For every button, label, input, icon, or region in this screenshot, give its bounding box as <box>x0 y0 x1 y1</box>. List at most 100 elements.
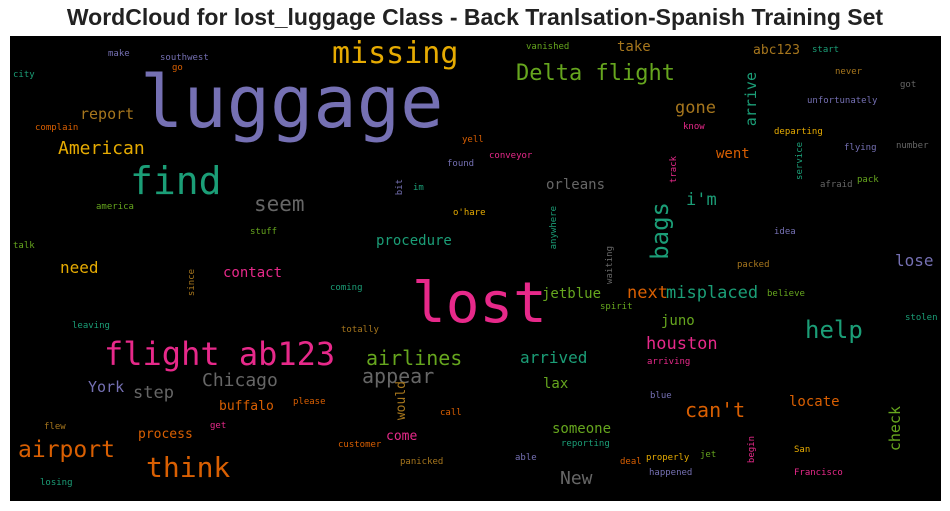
word-yell: yell <box>462 135 484 145</box>
word-abc123: abc123 <box>753 43 800 58</box>
word-airport: airport <box>18 437 115 463</box>
word-talk: talk <box>13 241 35 251</box>
word-totally: totally <box>341 325 379 335</box>
word-gone: gone <box>675 98 716 118</box>
word-got: got <box>900 80 917 90</box>
word-panicked: panicked <box>400 457 444 467</box>
word-jet: jet <box>700 450 717 460</box>
word-reporting: reporting <box>561 439 610 449</box>
word-vanished: vanished <box>526 42 570 52</box>
word-locate: locate <box>789 394 840 410</box>
word-america: america <box>96 202 134 212</box>
word-waiting: waiting <box>605 246 615 284</box>
word-properly: properly <box>646 453 690 463</box>
word-contact: contact <box>223 265 283 281</box>
word-flying: flying <box>844 143 877 153</box>
word-complain: complain <box>35 123 79 133</box>
word-help: help <box>805 316 863 344</box>
word-get: get <box>210 421 227 431</box>
word-find: find <box>130 159 222 203</box>
wordcloud-canvas: luggage lost flight ab123 find missing D… <box>10 36 941 501</box>
word-come: come <box>386 429 418 444</box>
word-misplaced: misplaced <box>666 283 759 303</box>
word-please: please <box>293 397 326 407</box>
word-start: start <box>812 45 840 55</box>
word-orleans: orleans <box>546 177 606 193</box>
word-buffalo: buffalo <box>219 399 274 414</box>
word-track: track <box>669 156 679 184</box>
word-ohare: o'hare <box>453 208 486 218</box>
word-chicago: Chicago <box>202 370 278 391</box>
word-next: next <box>627 283 668 303</box>
word-went: went <box>716 146 750 162</box>
word-leaving: leaving <box>72 321 110 331</box>
word-conveyor: conveyor <box>489 151 533 161</box>
word-houston: houston <box>646 334 718 354</box>
word-service: service <box>795 142 805 180</box>
word-lose: lose <box>895 251 934 270</box>
word-arriving: arriving <box>647 357 691 367</box>
word-number: number <box>896 141 929 151</box>
word-arrive: arrive <box>742 72 760 127</box>
word-blue: blue <box>650 391 672 401</box>
word-unfortunately: unfortunately <box>807 96 878 106</box>
word-losing: losing <box>40 478 73 488</box>
word-departing: departing <box>774 127 823 137</box>
word-need: need <box>60 258 99 277</box>
word-airlines: airlines <box>366 346 463 370</box>
word-bit: bit <box>395 179 405 196</box>
word-stuff: stuff <box>250 227 278 237</box>
word-american: American <box>58 138 145 159</box>
word-since: since <box>187 269 197 297</box>
word-think: think <box>146 451 231 484</box>
word-lax: lax <box>543 376 569 392</box>
word-spirit: spirit <box>600 302 633 312</box>
word-seem: seem <box>254 192 305 216</box>
word-francisco: Francisco <box>794 468 843 478</box>
word-im2: im <box>413 183 424 193</box>
word-flew: flew <box>44 422 66 432</box>
word-arrived: arrived <box>520 348 588 367</box>
chart-title: WordCloud for lost_luggage Class - Back … <box>66 4 884 30</box>
word-southwest: southwest <box>160 53 209 63</box>
word-able: able <box>515 453 537 463</box>
word-would: would <box>394 381 409 421</box>
word-jetblue: jetblue <box>542 286 602 302</box>
word-york: York <box>88 378 125 396</box>
word-afraid: afraid <box>820 180 853 190</box>
word-im: i'm <box>686 190 717 210</box>
word-flight-ab123: flight ab123 <box>104 335 336 373</box>
word-process: process <box>138 427 193 442</box>
word-go: go <box>172 63 183 73</box>
word-found: found <box>447 159 475 169</box>
word-never: never <box>835 67 863 77</box>
word-pack: pack <box>857 175 879 185</box>
word-make: make <box>108 49 130 59</box>
word-know: know <box>683 122 705 132</box>
word-luggage: luggage <box>140 60 444 144</box>
word-lost: lost <box>412 271 547 336</box>
word-customer: customer <box>338 440 382 450</box>
word-someone: someone <box>552 421 612 437</box>
word-packed: packed <box>737 260 770 270</box>
word-take: take <box>617 39 651 55</box>
word-procedure: procedure <box>376 233 452 249</box>
word-cant: can't <box>685 398 746 422</box>
word-believe: believe <box>767 289 805 299</box>
word-happened: happened <box>649 468 693 478</box>
word-new: New <box>560 468 593 489</box>
word-bags: bags <box>646 202 674 260</box>
word-step: step <box>133 383 174 403</box>
word-missing: missing <box>332 36 459 71</box>
word-juno: juno <box>661 313 695 329</box>
word-anywhere: anywhere <box>549 206 559 250</box>
word-appear: appear <box>362 364 435 388</box>
word-stolen: stolen <box>905 313 938 323</box>
word-city: city <box>13 70 35 80</box>
word-delta-flight: Delta flight <box>516 61 675 86</box>
word-san: San <box>794 445 811 455</box>
word-check: check <box>886 406 904 452</box>
word-begin: begin <box>747 436 757 464</box>
word-report: report <box>80 105 135 123</box>
word-coming: coming <box>330 283 363 293</box>
